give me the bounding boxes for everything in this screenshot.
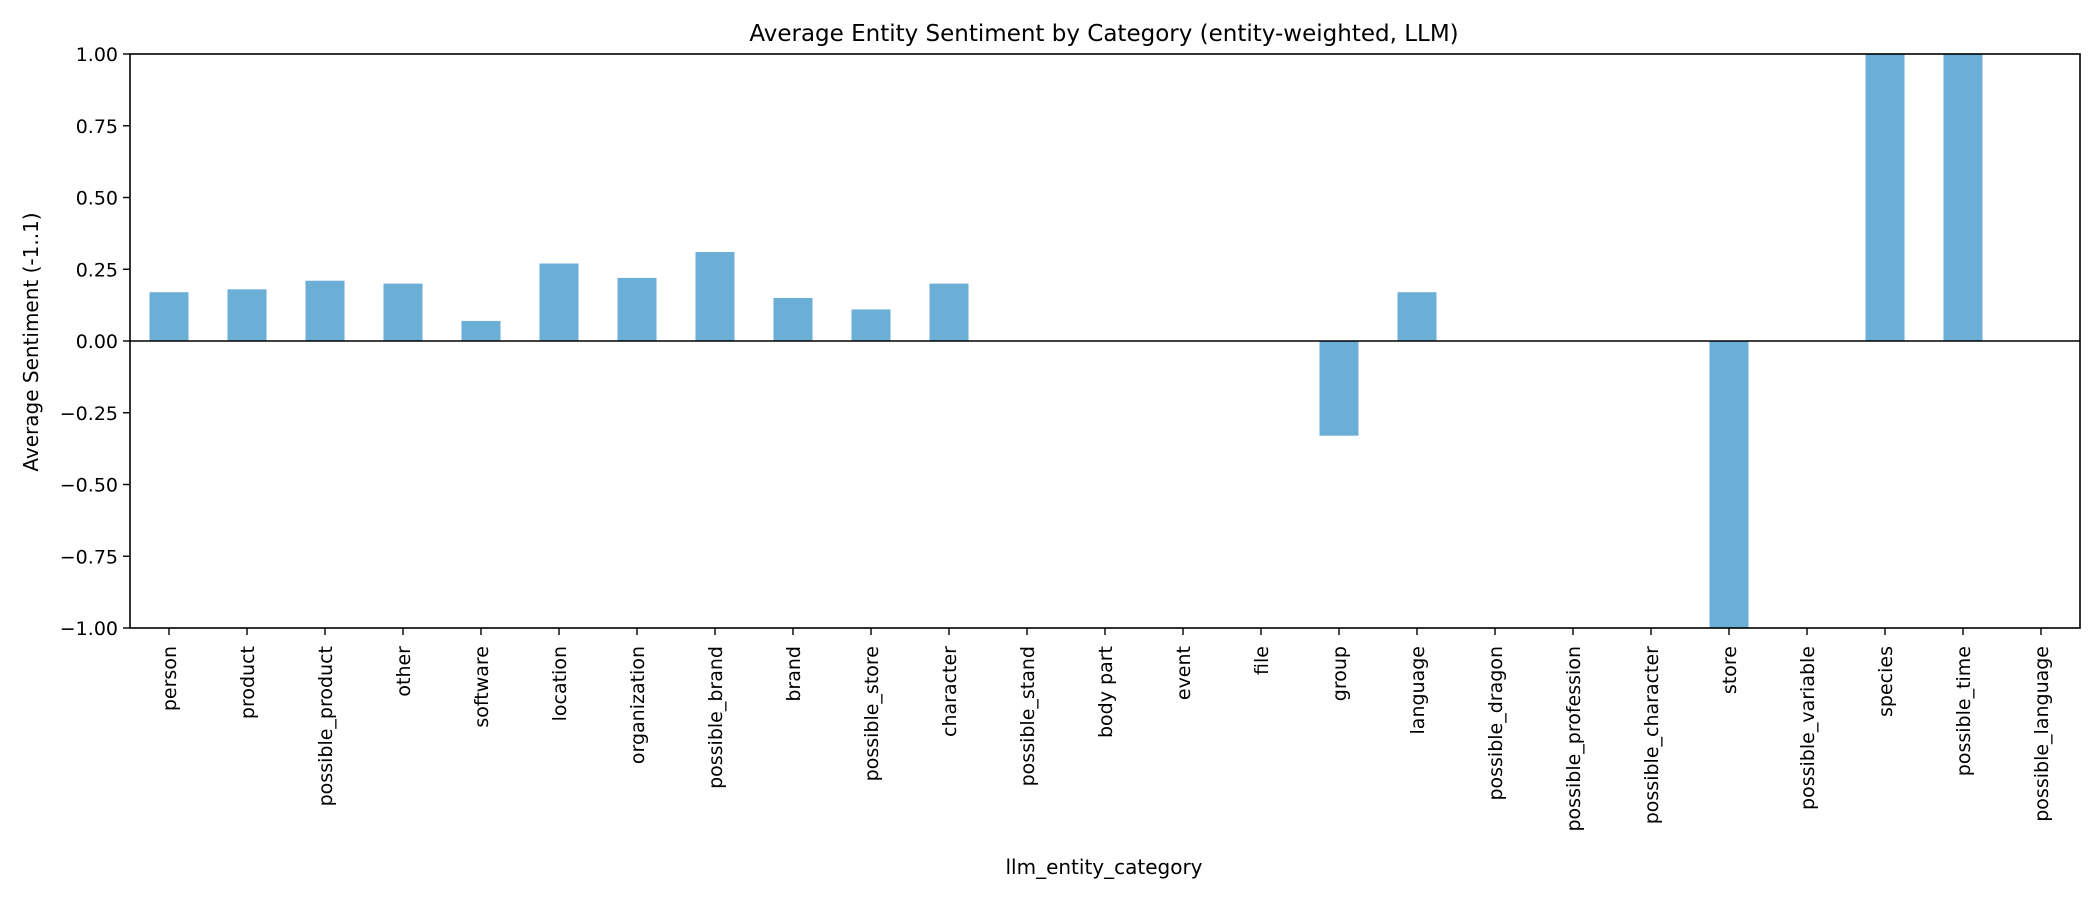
bar-product xyxy=(227,289,267,341)
x-tick-label: possible_product xyxy=(315,646,337,806)
x-tick-label: software xyxy=(471,646,493,728)
x-tick-label: possible_language xyxy=(2031,646,2053,822)
x-tick-label: other xyxy=(393,646,415,697)
y-tick-label: 1.00 xyxy=(76,44,118,66)
x-axis-label: llm_entity_category xyxy=(1005,855,1202,879)
x-tick-label: possible_store xyxy=(861,646,883,781)
x-tick-label: possible_character xyxy=(1641,646,1663,824)
x-tick-label: group xyxy=(1329,646,1351,701)
y-tick-label: −0.50 xyxy=(60,475,118,497)
x-tick-label: brand xyxy=(783,646,805,702)
x-tick-label: possible_stand xyxy=(1017,646,1039,786)
bar-store xyxy=(1709,341,1749,628)
y-tick-label: −0.75 xyxy=(60,546,118,568)
x-tick-label: location xyxy=(549,646,571,721)
bar-person xyxy=(149,292,189,341)
bar-possible_brand xyxy=(695,252,735,341)
x-tick-label: product xyxy=(237,646,259,719)
y-tick-label: 0.25 xyxy=(76,259,118,281)
x-tick-label: character xyxy=(939,646,961,737)
y-tick-label: −0.25 xyxy=(60,403,118,425)
y-tick-label: −1.00 xyxy=(60,618,118,640)
y-tick-label: 0.00 xyxy=(76,331,118,353)
x-tick-label: possible_profession xyxy=(1563,646,1585,832)
bar-group xyxy=(1319,341,1359,436)
x-tick-label: species xyxy=(1875,646,1897,717)
y-tick-label: 0.75 xyxy=(76,116,118,138)
x-tick-label: language xyxy=(1407,646,1429,734)
bar-possible_time xyxy=(1943,54,1983,341)
bar-character xyxy=(929,283,969,341)
x-tick-label: possible_brand xyxy=(705,646,727,789)
bar-brand xyxy=(773,297,813,341)
x-tick-label: possible_variable xyxy=(1797,646,1819,810)
bar-possible_store xyxy=(851,309,891,341)
x-tick-label: body part xyxy=(1095,646,1117,738)
bar-organization xyxy=(617,277,657,341)
x-tick-label: possible_time xyxy=(1953,646,1975,776)
bar-other xyxy=(383,283,423,341)
x-tick-label: organization xyxy=(627,646,649,764)
x-tick-label: file xyxy=(1251,646,1273,675)
chart-title: Average Entity Sentiment by Category (en… xyxy=(749,21,1458,47)
x-tick-label: person xyxy=(159,646,181,711)
y-tick-label: 0.50 xyxy=(76,188,118,210)
bar-species xyxy=(1865,54,1905,341)
axes-layer: 1.00 0.75 0.50 0.25 0.00 −0.25 −0.50 −0.75 −1.00… xyxy=(60,44,2081,832)
bar-software xyxy=(461,320,501,341)
bar-language xyxy=(1397,292,1437,341)
y-axis-label: Average Sentiment (-1..1) xyxy=(19,212,43,471)
x-tick-label: event xyxy=(1173,646,1195,700)
x-tick-label: possible_dragon xyxy=(1485,646,1507,801)
bars-layer xyxy=(149,54,1983,628)
bar-possible_product xyxy=(305,280,345,341)
bar-location xyxy=(539,263,579,341)
x-tick-label: store xyxy=(1719,646,1741,694)
